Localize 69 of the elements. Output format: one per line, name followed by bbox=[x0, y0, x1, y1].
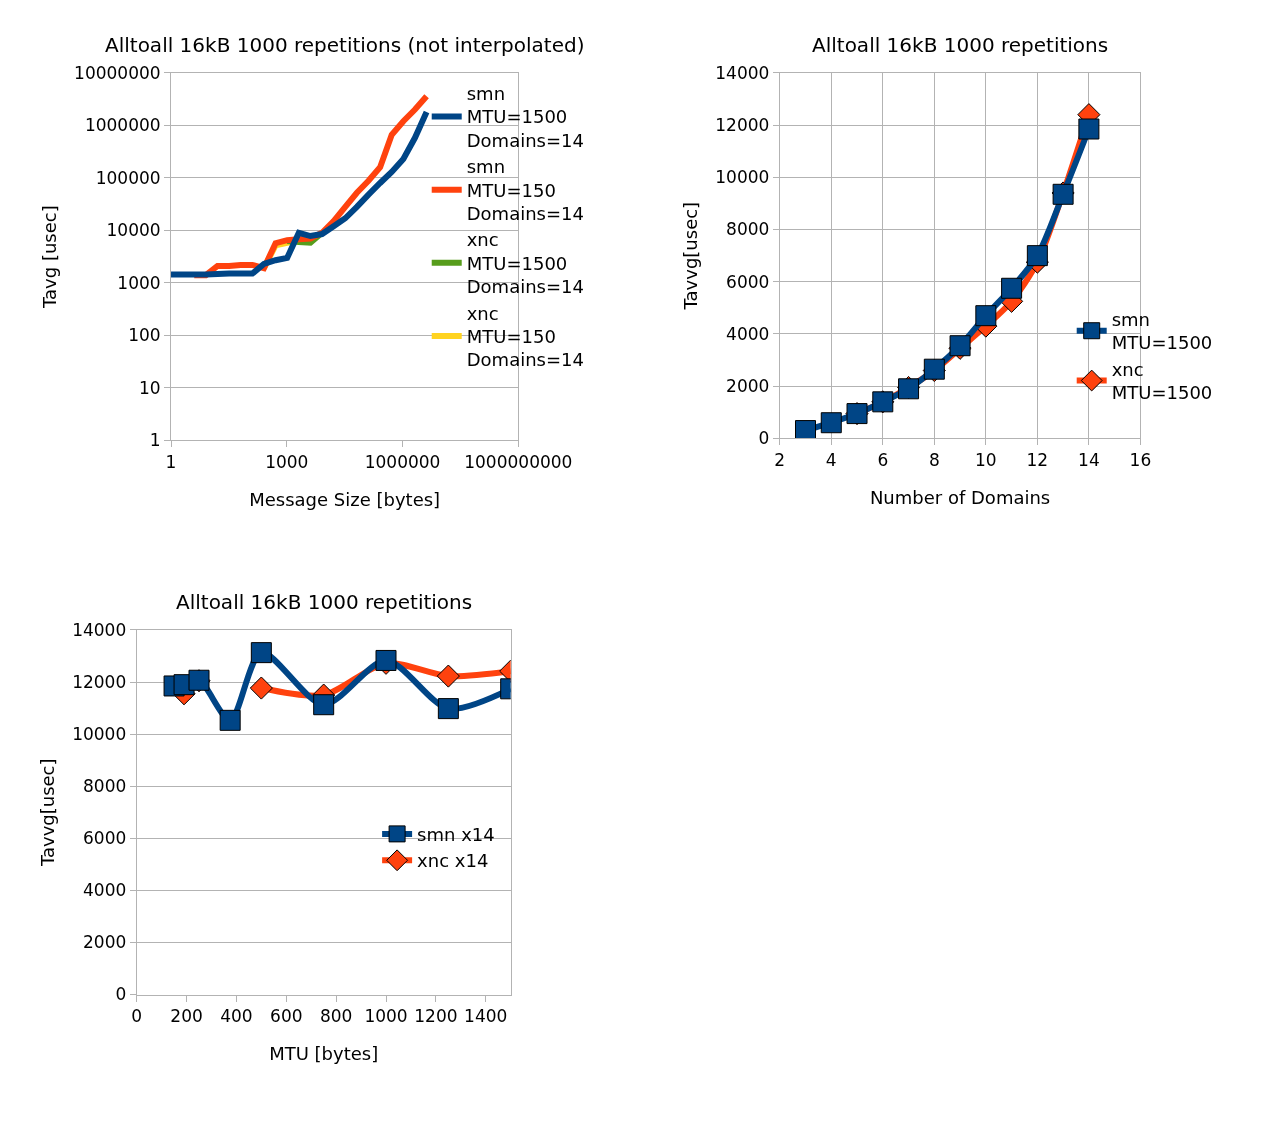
x-axis-title: MTU [bytes] bbox=[269, 1043, 379, 1065]
x-tick-label: 400 bbox=[220, 1005, 253, 1026]
point bbox=[437, 698, 459, 720]
y-tick-label: 4000 bbox=[83, 880, 127, 901]
y-tick-label: 0 bbox=[758, 428, 770, 449]
y-tick-label: 4000 bbox=[726, 323, 770, 344]
point bbox=[250, 642, 272, 664]
point bbox=[820, 412, 842, 434]
x-tick-label: 4 bbox=[825, 449, 837, 470]
point bbox=[375, 649, 397, 671]
x-tick-label: 200 bbox=[170, 1005, 203, 1026]
x-tick-label: 1000 bbox=[364, 1005, 408, 1026]
y-tick-label: 1000000 bbox=[84, 115, 161, 136]
x-tick-label: 8 bbox=[928, 449, 940, 470]
y-tick-label: 2000 bbox=[726, 376, 770, 397]
x-tick-label: 6 bbox=[877, 449, 889, 470]
x-tick-label: 800 bbox=[319, 1005, 353, 1026]
x-tick-label: 12 bbox=[1026, 449, 1049, 470]
x-tick-label: 1000000000 bbox=[464, 451, 573, 472]
x-tick-label: 16 bbox=[1129, 449, 1152, 470]
y-tick-label: 14000 bbox=[715, 62, 770, 83]
y-tick-label: 1 bbox=[149, 430, 161, 451]
y-tick-label: 8000 bbox=[83, 776, 127, 797]
y-axis-title: Tavvg[usec] bbox=[680, 201, 702, 311]
x-tick-label: 10 bbox=[975, 449, 997, 470]
y-axis-title: Tavvg[usec] bbox=[37, 758, 59, 868]
y-tick-label: 0 bbox=[115, 984, 127, 1005]
point bbox=[249, 676, 273, 700]
point bbox=[313, 694, 335, 716]
legend-label: xnc MTU=1500 bbox=[1111, 358, 1213, 404]
legend-label: smn x14 bbox=[417, 823, 495, 845]
point bbox=[219, 709, 241, 731]
x-tick-label: 2 bbox=[774, 449, 786, 470]
x-tick-label: 1 bbox=[165, 451, 177, 472]
y-tick-label: 10000 bbox=[106, 220, 161, 241]
y-axis-title: Tavg [usec] bbox=[39, 205, 61, 309]
y-tick-label: 1000 bbox=[117, 272, 161, 293]
y-tick-label: 12000 bbox=[72, 672, 127, 693]
x-tick-label: 14 bbox=[1078, 449, 1100, 470]
x-tick-label: 1400 bbox=[464, 1005, 508, 1026]
y-tick-label: 10000 bbox=[72, 724, 127, 745]
y-tick-label: 6000 bbox=[726, 271, 770, 292]
chart-title: Alltoall 16kB 1000 repetitions bbox=[812, 33, 1109, 57]
legend-label: xnc MTU=150 Domains=14 bbox=[466, 302, 584, 371]
point bbox=[795, 420, 817, 439]
x-axis-title: Message Size [bytes] bbox=[249, 488, 441, 510]
point bbox=[436, 664, 460, 688]
y-tick-label: 2000 bbox=[83, 932, 127, 953]
y-tick-label: 10000000 bbox=[74, 62, 161, 83]
y-tick-label: 10 bbox=[138, 377, 161, 398]
x-tick-label: 1200 bbox=[414, 1005, 458, 1026]
x-tick-label: 600 bbox=[270, 1005, 303, 1026]
point bbox=[1078, 118, 1100, 140]
x-tick-label: 1000 bbox=[265, 451, 309, 472]
x-tick-label: 1000000 bbox=[364, 451, 441, 472]
point bbox=[975, 305, 997, 327]
point bbox=[1001, 277, 1023, 299]
y-tick-label: 6000 bbox=[83, 828, 127, 849]
chart-title: Alltoall 16kB 1000 repetitions (not interpolated) bbox=[105, 33, 585, 57]
y-tick-label: 8000 bbox=[726, 219, 770, 240]
point bbox=[1026, 245, 1048, 267]
y-tick-label: 100000 bbox=[95, 167, 161, 188]
y-tick-label: 10000 bbox=[715, 167, 770, 188]
chart-title: Alltoall 16kB 1000 repetitions bbox=[176, 590, 473, 614]
legend-label: xnc x14 bbox=[417, 850, 489, 872]
y-tick-label: 12000 bbox=[715, 115, 770, 136]
x-axis-title: Number of Domains bbox=[869, 486, 1051, 508]
y-tick-label: 100 bbox=[128, 325, 161, 346]
y-tick-label: 14000 bbox=[72, 619, 127, 640]
